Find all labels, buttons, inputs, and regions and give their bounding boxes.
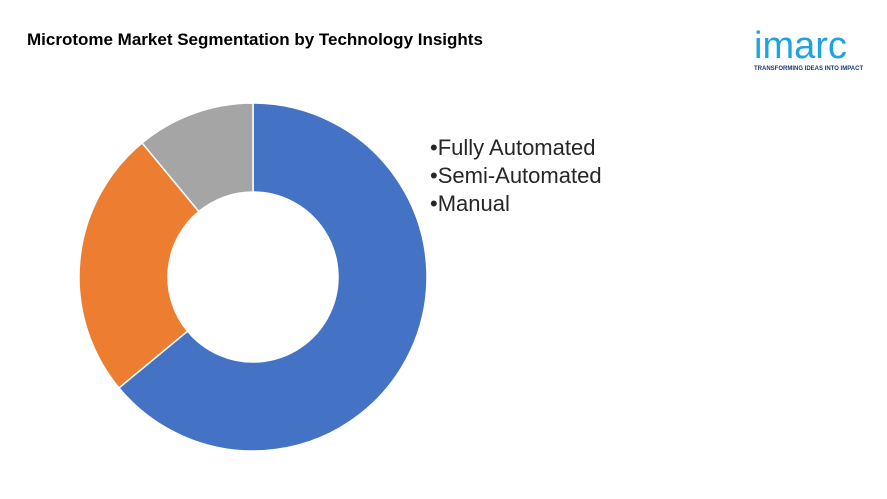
legend-item-fully-automated: •Fully Automated [430, 135, 596, 160]
donut-slice-fully-automated [117, 102, 428, 452]
imarc-logo: imarc TRANSFORMING IDEAS INTO IMPACT [752, 26, 870, 78]
donut-slice-manual [141, 102, 254, 213]
legend-item-semi-automated: •Semi-Automated [430, 163, 602, 188]
page-title: Microtome Market Segmentation by Technol… [27, 30, 483, 49]
donut-slice-semi-automated [78, 141, 200, 389]
legend-item-manual: •Manual [430, 191, 510, 216]
logo-wordmark: imarc [754, 25, 847, 67]
chart-legend: •Fully Automated •Semi-Automated •Manual [430, 134, 602, 218]
logo-tagline: TRANSFORMING IDEAS INTO IMPACT [754, 66, 864, 72]
